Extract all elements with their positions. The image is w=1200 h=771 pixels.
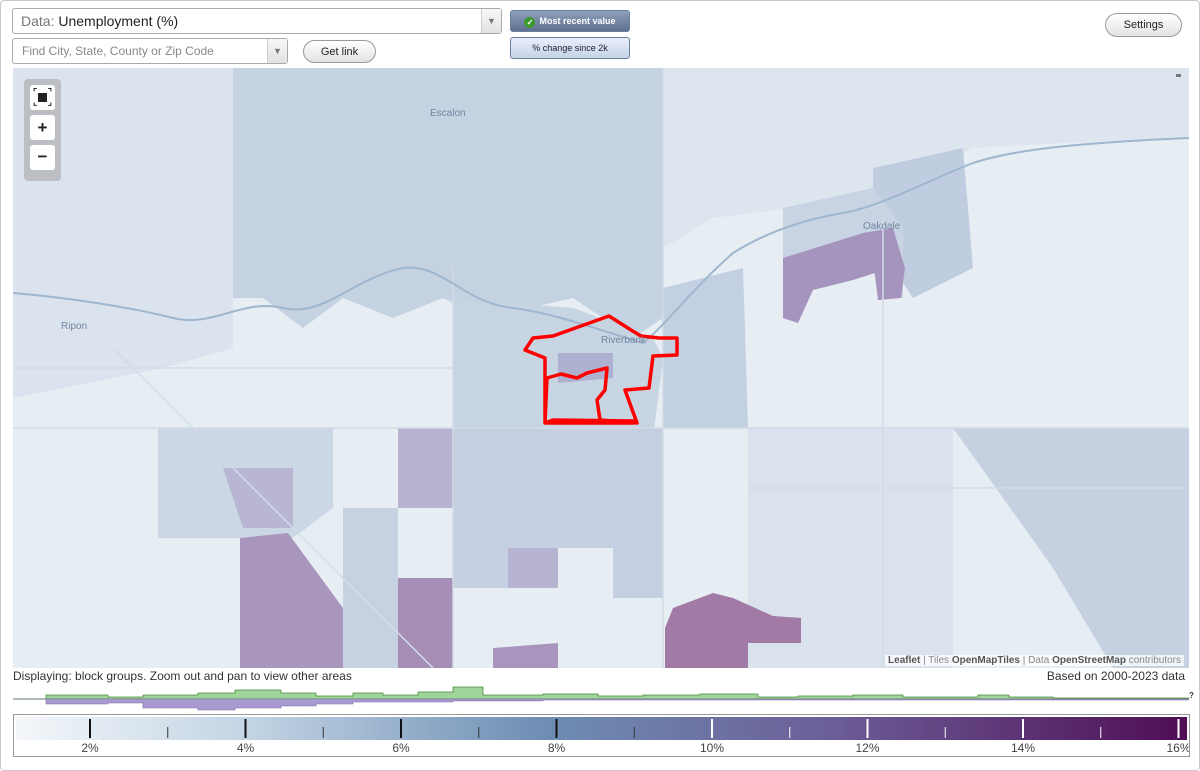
data-selector-value: Unemployment (%): [58, 13, 179, 29]
place-label-escalon: Escalon: [430, 108, 466, 119]
openmaptiles-link[interactable]: OpenMapTiles: [951, 655, 1020, 666]
block-group: [663, 268, 748, 428]
zoom-in-button[interactable]: +: [30, 115, 55, 140]
place-label-riverbank: Riverbank: [601, 335, 647, 346]
corner-icon: ⌞: [33, 97, 38, 107]
tiles-prefix: Tiles: [928, 655, 950, 666]
chevron-down-icon[interactable]: ▼: [481, 9, 501, 33]
block-group: [240, 533, 343, 668]
river: [13, 137, 1189, 345]
data-selector[interactable]: Data: Unemployment (%) ▼: [12, 8, 502, 34]
legend-tick-label: 14%: [1011, 741, 1035, 755]
legend-tick-label: 8%: [548, 741, 566, 755]
selected-area-boundary: [523, 314, 679, 425]
legend-tick-label: 2%: [81, 741, 99, 755]
map-attribution: Leaflet | Tiles OpenMapTiles | Data Open…: [885, 655, 1184, 666]
corner-icon: ⌜: [33, 87, 38, 97]
legend-ticks: 2% 4% 6% 8% 10% 12% 14% 16%: [81, 719, 1189, 755]
block-group: [665, 593, 801, 668]
percent-change-toggle[interactable]: % change since 2k: [510, 37, 630, 59]
contributors-text: contributors: [1128, 655, 1181, 666]
block-group: [223, 468, 293, 528]
legend-gradient: [16, 717, 1187, 740]
legend-tick-label: 12%: [855, 741, 879, 755]
data-selector-prefix: Data:: [21, 13, 55, 29]
histogram-positive: [13, 686, 1189, 700]
map-layer: [13, 68, 1189, 668]
legend-tick-label: 10%: [700, 741, 724, 755]
histogram-negative: [13, 698, 1189, 711]
legend-tick-label: 6%: [392, 741, 410, 755]
block-group: [783, 228, 905, 323]
location-search-input[interactable]: [12, 38, 288, 64]
color-legend: 2% 4% 6% 8% 10% 12% 14% 16%: [13, 714, 1190, 757]
display-note: Displaying: block groups. Zoom out and p…: [13, 669, 352, 683]
block-group: [453, 428, 663, 598]
check-icon: ✓: [524, 17, 536, 28]
corner-icon: ⌟: [47, 97, 52, 107]
most-recent-value-toggle[interactable]: ✓ Most recent value: [510, 10, 630, 32]
get-link-button[interactable]: Get link: [303, 40, 376, 63]
legend-tick-label: 4%: [237, 741, 255, 755]
most-recent-value-label: Most recent value: [539, 16, 616, 26]
block-group: [493, 643, 558, 668]
openstreetmap-link[interactable]: OpenStreetMap: [1052, 655, 1126, 666]
block-group: [508, 548, 558, 588]
data-prefix: Data: [1028, 655, 1050, 666]
corner-icon: ⌝: [47, 87, 52, 97]
place-label-oakdale: Oakdale: [863, 221, 901, 232]
zoom-control: ⌜ ⌝ ⌞ ⌟ + −: [24, 79, 61, 181]
block-group: [343, 508, 398, 668]
legend-tick-label: 16%: [1166, 741, 1189, 755]
fit-bounds-button[interactable]: ⌜ ⌝ ⌞ ⌟: [30, 85, 55, 110]
block-group: [398, 578, 453, 668]
settings-button[interactable]: Settings: [1105, 13, 1182, 37]
map-corner-marker: [1176, 74, 1181, 77]
attribution-separator: |: [1022, 655, 1026, 666]
road-network: [13, 68, 1189, 668]
histogram: [13, 686, 1189, 711]
fullscreen-icon: [38, 93, 47, 102]
block-group: [233, 68, 663, 338]
legend-scale: 2% 4% 6% 8% 10% 12% 14% 16%: [16, 717, 1189, 755]
place-label-ripon: Ripon: [61, 321, 88, 332]
chevron-down-icon[interactable]: ▼: [267, 39, 287, 63]
choropleth-map[interactable]: Escalon Oakdale Ripon Riverbank ⌜ ⌝ ⌞ ⌟ …: [13, 68, 1189, 668]
data-years-note: Based on 2000-2023 data: [1046, 669, 1185, 683]
histogram-unknown-label: ?: [1189, 691, 1194, 700]
leaflet-link[interactable]: Leaflet: [888, 655, 921, 666]
block-group: [13, 68, 233, 398]
block-group: [398, 428, 453, 508]
zoom-out-button[interactable]: −: [30, 145, 55, 170]
attribution-separator: |: [923, 655, 926, 666]
